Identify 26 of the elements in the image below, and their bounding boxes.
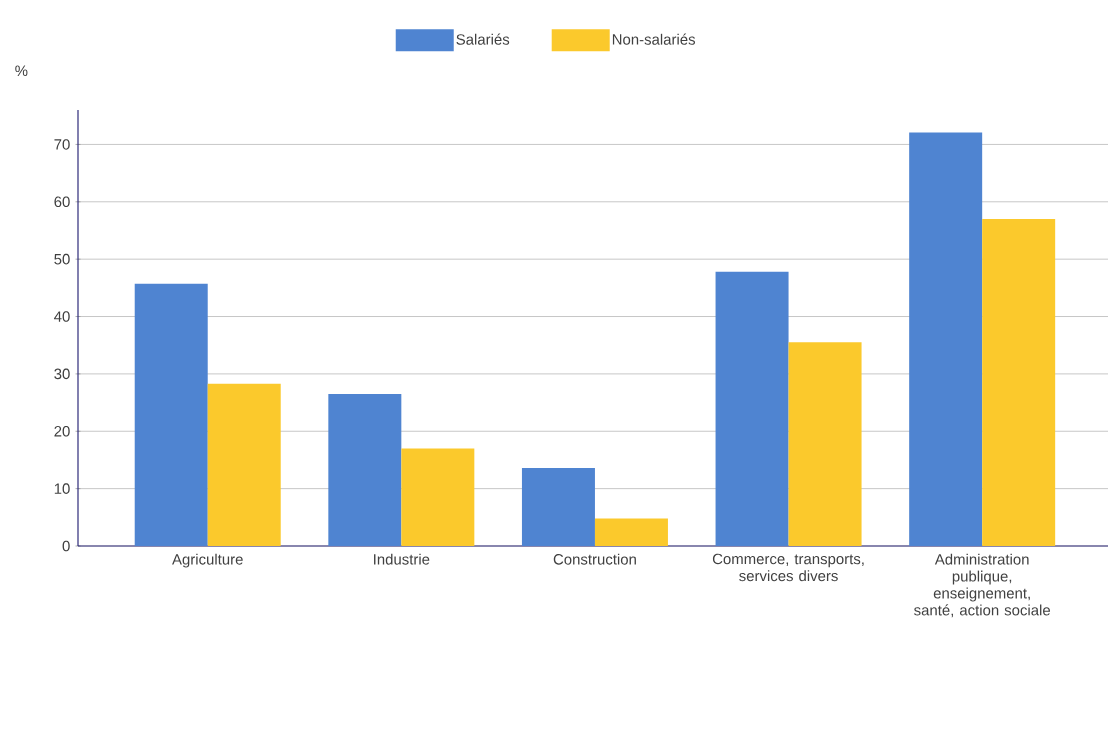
y-tick-label: 30 (54, 368, 70, 380)
bar (521, 467, 595, 546)
y-tick-label: 0 (62, 540, 70, 552)
bar (788, 342, 862, 546)
bar (909, 132, 983, 546)
bar (982, 219, 1056, 546)
bar (134, 283, 208, 546)
bar (207, 383, 281, 546)
legend-label: Non-salariés (612, 33, 696, 45)
x-tick-label: Construction (553, 553, 636, 565)
bar (715, 271, 789, 546)
bar (594, 518, 668, 546)
bar (401, 448, 475, 546)
y-tick-label: 10 (54, 483, 70, 494)
x-tick-label: Agriculture (172, 553, 243, 568)
y-axis-title: % (15, 65, 28, 76)
y-tick-label: 60 (54, 196, 70, 208)
x-tick-label: Industrie (374, 553, 430, 565)
legend-label: Salariés (456, 33, 510, 45)
y-tick-label: 70 (54, 139, 70, 150)
y-tick-label: 40 (54, 311, 70, 322)
y-tick-label: 50 (54, 253, 70, 265)
x-tick-label: Commerce, transports, services divers (712, 553, 864, 582)
y-tick-label: 20 (54, 425, 70, 437)
x-tick-label: Administration publique, enseignement, santé, action sociale (914, 553, 1051, 618)
bar (328, 393, 402, 546)
